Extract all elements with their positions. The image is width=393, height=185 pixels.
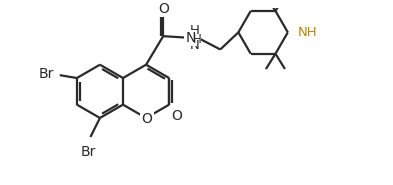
Text: H: H: [193, 33, 202, 46]
Text: O: O: [141, 112, 152, 126]
Text: O: O: [171, 109, 182, 123]
Text: Br: Br: [81, 145, 96, 159]
Text: NH: NH: [298, 26, 317, 39]
Text: O: O: [158, 1, 169, 16]
Text: Br: Br: [39, 67, 54, 81]
Text: H
N: H N: [190, 24, 200, 52]
Text: N: N: [185, 31, 196, 45]
